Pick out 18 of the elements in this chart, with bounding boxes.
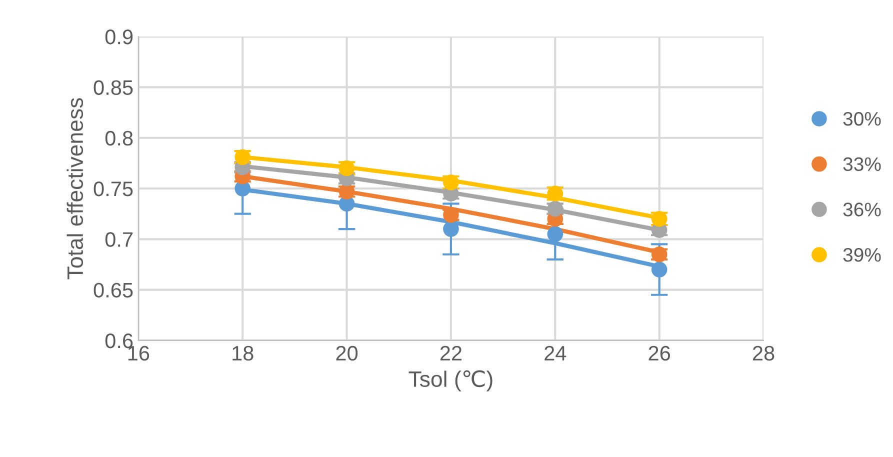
x-tick-label: 28 xyxy=(752,346,774,361)
y-axis-title: Total effectiveness xyxy=(66,98,84,280)
legend-label: 39% xyxy=(843,248,881,262)
legend-label: 30% xyxy=(843,112,881,126)
x-tick-label: 20 xyxy=(336,346,358,361)
x-tick-label: 26 xyxy=(648,346,670,361)
legend-label: 36% xyxy=(843,202,881,216)
y-tick-label: 0.9 xyxy=(105,30,133,44)
x-axis-title: Tsol (℃) xyxy=(408,370,492,392)
legend-label: 33% xyxy=(843,157,881,172)
y-tick-label: 0.8 xyxy=(105,130,133,146)
x-tick-label: 18 xyxy=(232,346,254,361)
y-tick-label: 0.7 xyxy=(105,232,133,247)
y-tick-label: 0.65 xyxy=(94,282,133,298)
x-tick-label: 24 xyxy=(544,346,566,360)
x-tick-label: 22 xyxy=(440,346,462,360)
y-tick-label: 0.75 xyxy=(94,182,133,196)
y-tick-label: 0.85 xyxy=(94,80,133,95)
